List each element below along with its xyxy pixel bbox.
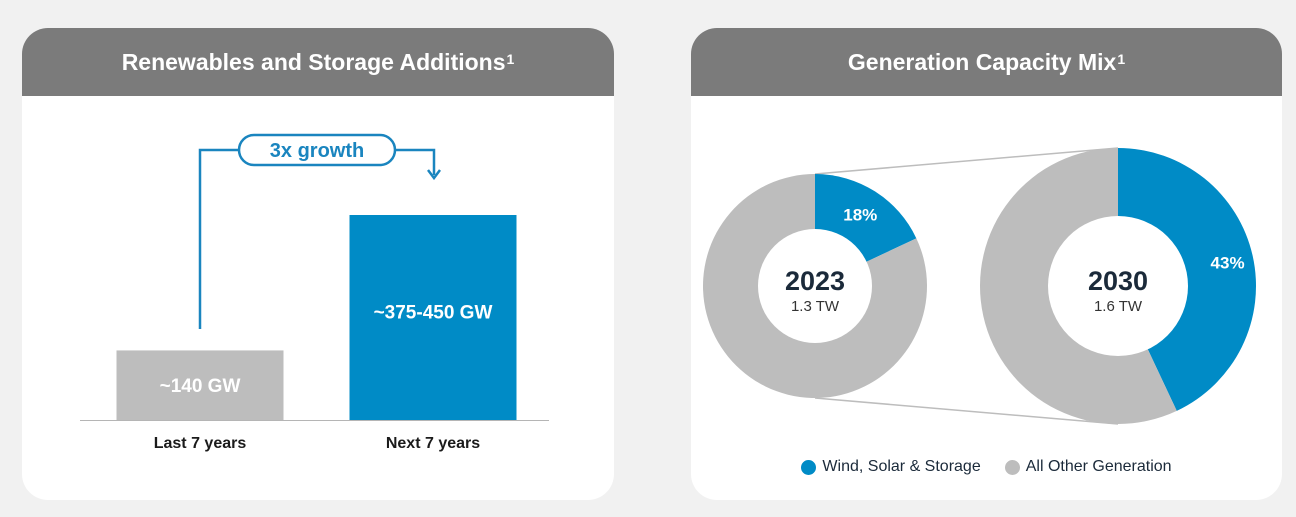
donut-year-label: 2030 [1088, 266, 1148, 296]
connector-bottom [814, 397, 1119, 425]
growth-arrow-head [427, 169, 441, 181]
bar-value-label: ~140 GW [160, 376, 241, 397]
donuts-layer: 2023 1.3 TW 18% 2030 1.6 TW 43% [703, 148, 1256, 424]
bar-chart: ~140 GW Last 7 years ~375-450 GW Next 7 yea… [80, 133, 549, 452]
capacity-mix-panel: Generation Capacity Mix 1 2023 1.3 TW 18% 20… [691, 28, 1282, 500]
donut-percent-label: 43% [1211, 254, 1245, 273]
x-tick-label: Next 7 years [386, 435, 480, 452]
growth-badge [237, 133, 397, 167]
bars-layer: ~140 GW Last 7 years ~375-450 GW Next 7 yea… [116, 215, 517, 452]
legend-item-wind-solar-storage: Wind, Solar & Storage [801, 458, 981, 476]
panel-header: Generation Capacity Mix 1 [691, 28, 1282, 96]
panel-header: Renewables and Storage Additions 1 [22, 28, 614, 96]
panel-title: Renewables and Storage Additions [121, 48, 506, 75]
panel-title: Generation Capacity Mix [847, 48, 1117, 75]
x-tick-label: Last 7 years [154, 435, 247, 452]
bar-last-7-years [116, 350, 284, 420]
donut-total-label: 1.3 TW [791, 298, 840, 315]
donut-percent-label: 18% [843, 206, 877, 225]
donut-year-label: 2023 [785, 266, 845, 296]
donut-connector-lines [814, 147, 1119, 425]
legend-label: All Other Generation [1025, 458, 1172, 475]
legend-swatch-gray [1004, 459, 1020, 475]
legend-item-all-other: All Other Generation [1004, 458, 1172, 476]
bar-next-7-years [349, 215, 517, 420]
donut-hole [758, 229, 872, 343]
donut-charts: 2023 1.3 TW 18% 2030 1.6 TW 43% [703, 147, 1256, 425]
donut-hole [1048, 216, 1188, 356]
growth-label: 3x growth [270, 140, 364, 162]
footnote-marker: 1 [506, 51, 515, 67]
legend-label: Wind, Solar & Storage [822, 458, 981, 475]
legend-swatch-blue [801, 459, 817, 475]
legend: Wind, Solar & Storage All Other Generati… [691, 458, 1282, 476]
renewables-additions-panel: Renewables and Storage Additions 1 ~140 G… [22, 28, 614, 500]
donut-total-label: 1.6 TW [1094, 298, 1143, 315]
connector-top [814, 147, 1119, 175]
footnote-marker: 1 [1117, 51, 1126, 67]
bar-value-label: ~375-450 GW [374, 302, 493, 323]
